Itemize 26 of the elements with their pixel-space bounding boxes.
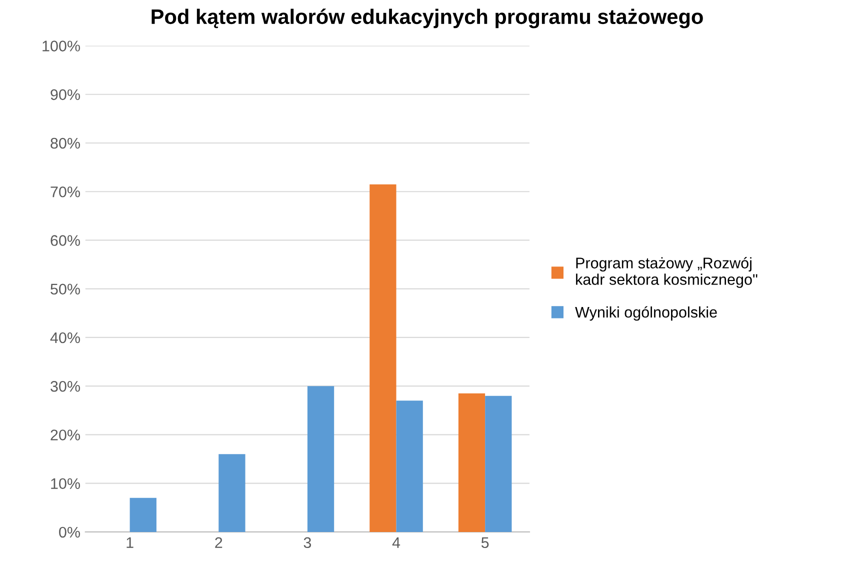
bar: [218, 454, 246, 532]
y-tick-label: 50%: [50, 284, 80, 295]
bar: [396, 400, 423, 532]
y-tick-label: 70%: [50, 186, 80, 198]
x-tick-label: 2: [215, 537, 222, 548]
y-tick-label: 100%: [42, 40, 80, 52]
y-tick-label: 40%: [50, 332, 80, 344]
legend-label: Wyniki ogólnopolskie: [575, 306, 717, 321]
bar: [370, 184, 396, 532]
x-tick-label: 3: [304, 537, 312, 548]
y-tick-label: 90%: [50, 89, 80, 100]
x-tick-label: 1: [126, 537, 134, 548]
y-tick-label: 10%: [51, 478, 80, 490]
x-tick-label: 5: [481, 537, 489, 548]
y-tick-label: 20%: [50, 430, 80, 440]
legend-label: Program stażowy „Rozwój kadr sektora kosmicznego": [576, 257, 758, 288]
bar: [485, 396, 512, 532]
bar: [307, 386, 334, 532]
x-tick-label: 4: [392, 537, 400, 548]
bar: [458, 393, 486, 532]
y-tick-label: 60%: [50, 235, 80, 246]
y-tick-label: 80%: [50, 138, 80, 149]
bar: [130, 498, 156, 532]
y-tick-label: 0%: [59, 526, 80, 538]
chart-title: Pod kątem walorów edukacyjnych programu stażowego: [152, 8, 703, 28]
y-tick-label: 30%: [50, 380, 80, 392]
